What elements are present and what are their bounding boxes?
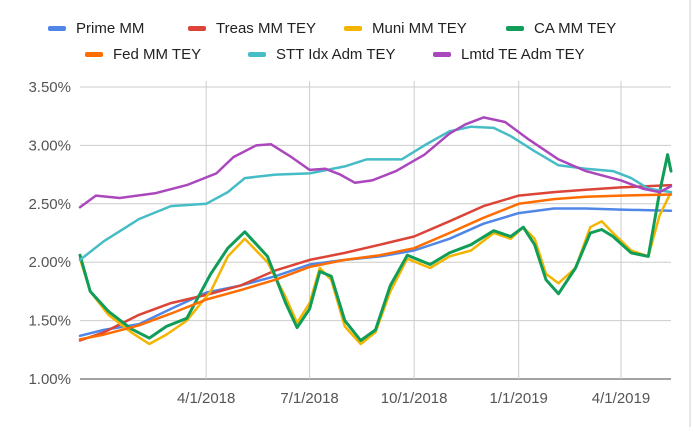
legend-label: Muni MM TEY (372, 20, 467, 37)
legend-swatch (344, 26, 362, 31)
legend-swatch (248, 52, 266, 57)
legend-swatch (188, 26, 206, 31)
x-tick-label: 4/1/2019 (592, 390, 650, 407)
x-tick-label: 1/1/2019 (490, 390, 548, 407)
y-tick-label: 1.50% (28, 313, 71, 330)
series-line (78, 183, 673, 342)
series-layer (78, 116, 673, 346)
legend-label: Prime MM (76, 20, 144, 37)
x-axis-ticks: 4/1/2018 7/1/2018 10/1/2018 1/1/2019 4/1/201… (177, 390, 650, 407)
legend: Prime MM Treas MM TEY Muni MM TEY CA MM TEY… (48, 20, 616, 63)
y-tick-label: 2.50% (28, 196, 71, 213)
legend-label: Fed MM TEY (113, 46, 201, 63)
x-tick-label: 4/1/2018 (177, 390, 235, 407)
legend-swatch (48, 26, 66, 31)
legend-label: CA MM TEY (534, 20, 616, 37)
series-line (78, 193, 673, 341)
y-tick-label: 3.50% (28, 79, 71, 96)
legend-label: Treas MM TEY (216, 20, 316, 37)
x-tick-label: 7/1/2018 (280, 390, 338, 407)
y-tick-label: 2.00% (28, 254, 71, 271)
y-tick-label: 3.00% (28, 137, 71, 154)
series-line (78, 207, 673, 338)
legend-label: STT Idx Adm TEY (276, 46, 396, 63)
legend-swatch (433, 52, 451, 57)
legend-swatch (506, 26, 524, 31)
y-axis-ticks: 1.00% 1.50% 2.00% 2.50% 3.00% 3.50% (28, 79, 71, 388)
y-tick-label: 1.00% (28, 371, 71, 388)
legend-swatch (85, 52, 103, 57)
x-tick-label: 10/1/2018 (381, 390, 448, 407)
series-line (78, 125, 673, 262)
series-line (78, 116, 673, 209)
legend-label: Lmtd TE Adm TEY (461, 46, 585, 63)
series-line (78, 190, 673, 346)
